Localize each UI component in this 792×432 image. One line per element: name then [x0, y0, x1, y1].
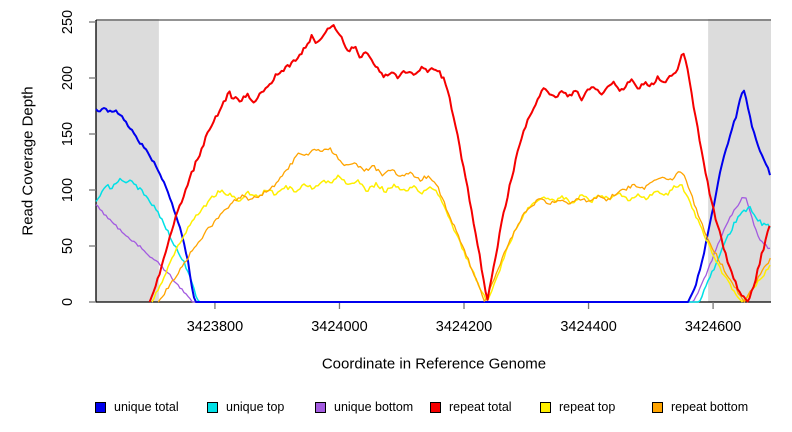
- x-tick-label: 3424600: [685, 319, 741, 335]
- x-tick-label: 3424400: [560, 319, 616, 335]
- y-axis-title: Read Coverage Depth: [19, 86, 37, 236]
- y-tick-label: 200: [60, 66, 76, 90]
- series-unique-bottom-line: [95, 196, 771, 303]
- x-tick-label: 3424200: [436, 319, 492, 335]
- shaded-region-0: [96, 19, 159, 302]
- y-tick-label: 50: [60, 238, 76, 254]
- series-repeat-bottom-line: [157, 147, 771, 303]
- x-tick-label: 3423800: [187, 319, 243, 335]
- x-axis-title: Coordinate in Reference Genome: [321, 355, 547, 373]
- y-tick-label: 250: [60, 10, 76, 34]
- series-unique-total-line: [95, 89, 771, 303]
- y-tick-label: 150: [60, 122, 76, 146]
- series-repeat-total-line: [148, 24, 771, 303]
- series-repeat-top-line: [151, 174, 771, 303]
- series-unique-top-line: [95, 177, 771, 303]
- x-tick-label: 3424000: [311, 319, 367, 335]
- y-tick-label: 0: [60, 298, 76, 306]
- y-tick-label: 100: [60, 178, 76, 202]
